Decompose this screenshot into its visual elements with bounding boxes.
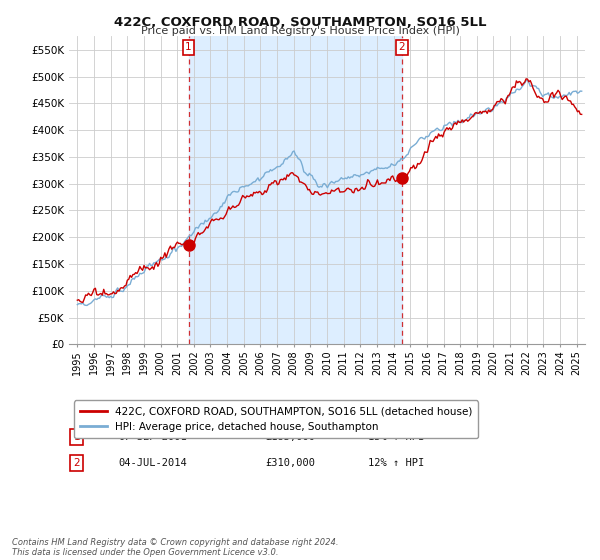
Text: Price paid vs. HM Land Registry's House Price Index (HPI): Price paid vs. HM Land Registry's House … — [140, 26, 460, 36]
Text: 07-SEP-2001: 07-SEP-2001 — [118, 432, 187, 442]
Text: £310,000: £310,000 — [265, 458, 315, 468]
Text: 1: 1 — [185, 42, 192, 52]
Text: 422C, COXFORD ROAD, SOUTHAMPTON, SO16 5LL: 422C, COXFORD ROAD, SOUTHAMPTON, SO16 5L… — [114, 16, 486, 29]
Text: 04-JUL-2014: 04-JUL-2014 — [118, 458, 187, 468]
Text: 2: 2 — [398, 42, 405, 52]
Text: 1: 1 — [73, 432, 80, 442]
Text: 15% ↑ HPI: 15% ↑ HPI — [368, 432, 425, 442]
Text: 12% ↑ HPI: 12% ↑ HPI — [368, 458, 425, 468]
Text: Contains HM Land Registry data © Crown copyright and database right 2024.
This d: Contains HM Land Registry data © Crown c… — [12, 538, 338, 557]
Text: 2: 2 — [73, 458, 80, 468]
Text: £185,000: £185,000 — [265, 432, 315, 442]
Bar — [188, 36, 402, 344]
Legend: 422C, COXFORD ROAD, SOUTHAMPTON, SO16 5LL (detached house), HPI: Average price, : 422C, COXFORD ROAD, SOUTHAMPTON, SO16 5L… — [74, 400, 478, 438]
